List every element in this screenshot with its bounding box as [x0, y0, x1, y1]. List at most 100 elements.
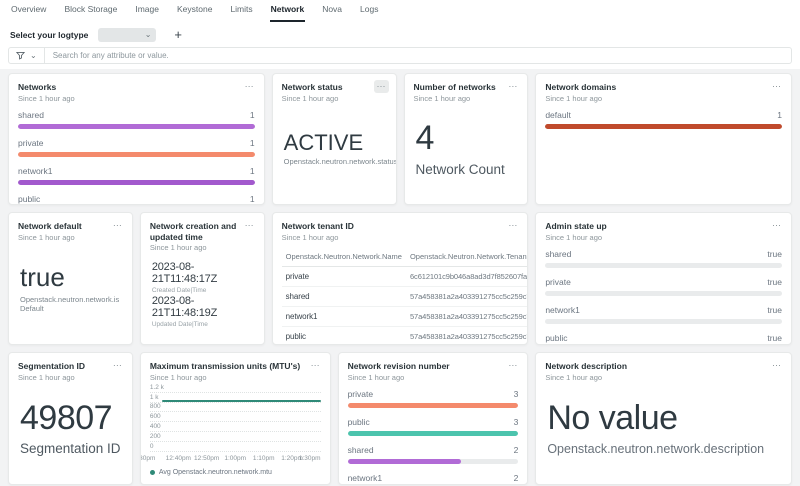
segmentation-caption: Segmentation ID — [20, 441, 121, 456]
segmentation-value: 49807 — [20, 398, 113, 437]
card-timerange: Since 1 hour ago — [545, 93, 603, 103]
gridline: 600 — [149, 413, 321, 423]
facet-label: network1 — [347, 472, 383, 483]
card-menu-button[interactable]: ⋯ — [112, 220, 122, 230]
card-timerange: Since 1 hour ago — [149, 372, 207, 382]
card-menu-button[interactable]: ⋯ — [772, 81, 781, 91]
facet-bar — [347, 430, 519, 436]
card-header: Networks Since 1 hour ago — [18, 82, 255, 103]
facet-bar-row: network1 true — [545, 305, 782, 324]
facet-value: 2 — [513, 444, 519, 455]
facet-value: 3 — [513, 416, 519, 427]
tab-image[interactable]: Image — [135, 4, 159, 14]
y-axis-tick: 200 — [149, 433, 164, 441]
facet-label: public — [18, 193, 41, 204]
facet-value: true — [767, 332, 782, 343]
logtype-row: Select your logtype ⌄ + — [0, 22, 800, 44]
y-axis-tick: 0 — [149, 442, 157, 451]
tab-nova[interactable]: Nova — [322, 4, 343, 14]
card-network-status: Network status Since 1 hour ago ⋯ ACTIVE… — [271, 73, 397, 205]
facet-label: default — [545, 109, 571, 120]
card-title: Segmentation ID — [18, 361, 86, 371]
facet-bar — [347, 402, 519, 408]
card-title: Maximum transmission units (MTU's) — [149, 361, 301, 371]
search-bar: ⌄ — [8, 47, 792, 64]
status-caption: Openstack.neutron.network.status — [283, 157, 397, 167]
tab-overview[interactable]: Overview — [11, 4, 47, 14]
created-timestamp-block: 2023-08-21T11:48:17Z Created Date|Time — [152, 261, 253, 294]
facet-bar-row: default 1 — [545, 110, 782, 129]
tab-block-storage[interactable]: Block Storage — [64, 4, 118, 14]
card-network-description: Network description Since 1 hour ago ⋯ N… — [535, 352, 792, 485]
card-menu-button[interactable]: ⋯ — [112, 360, 122, 370]
card-menu-button[interactable]: ⋯ — [310, 360, 320, 370]
card-network-revision-number: Network revision number Since 1 hour ago… — [337, 352, 529, 485]
card-network-times: Network creation and updated time Since … — [139, 212, 265, 345]
facet-label: network1 — [545, 304, 580, 315]
logtype-label: Select your logtype — [10, 29, 89, 40]
tab-keystone[interactable]: Keystone — [176, 4, 213, 14]
facet-value: 1 — [249, 109, 255, 120]
facet-label: private — [347, 388, 374, 399]
tab-limits[interactable]: Limits — [230, 4, 253, 14]
billboard: ACTIVE Openstack.neutron.network.status — [282, 107, 397, 196]
facet-bar-row: public 3 — [347, 416, 519, 436]
facet-label: shared — [347, 444, 374, 455]
card-mtu-chart: Maximum transmission units (MTU's) Since… — [139, 352, 331, 485]
card-menu-button[interactable]: ⋯ — [373, 80, 389, 93]
facet-bar — [545, 123, 782, 129]
logtype-select[interactable]: ⌄ — [98, 27, 157, 42]
tenant-id-cell: 6c612101c9b046a8ad3d7f852607fa55 — [405, 266, 528, 287]
card-title: Network tenant ID — [281, 221, 354, 231]
facet-value: 1 — [249, 193, 255, 204]
tab-network[interactable]: Network — [269, 0, 306, 22]
card-menu-button[interactable]: ⋯ — [772, 360, 781, 370]
network-count-caption: Network Count — [415, 161, 505, 177]
filter-icon[interactable] — [16, 51, 25, 60]
card-menu-button[interactable]: ⋯ — [244, 81, 254, 91]
billboard: 4 Network Count — [414, 107, 519, 196]
card-timerange: Since 1 hour ago — [149, 243, 207, 253]
line-chart-plot-area: 1.2 k 1 k 800 600 400 200 0 — [149, 383, 321, 452]
legend-dot-icon — [149, 470, 155, 475]
facet-bar-track — [18, 123, 255, 129]
card-menu-button[interactable]: ⋯ — [772, 220, 781, 230]
chevron-down-icon[interactable]: ⌄ — [30, 50, 37, 60]
facet-bar-row: private 1 — [18, 138, 255, 157]
facet-value: 3 — [513, 388, 519, 399]
column-header-tenant-id: Openstack.Neutron.Network.Tenant Id — [405, 247, 528, 267]
card-menu-button[interactable]: ⋯ — [508, 81, 518, 91]
card-menu-button[interactable]: ⋯ — [508, 360, 518, 370]
facet-label: private — [18, 137, 44, 148]
card-segmentation-id: Segmentation ID Since 1 hour ago ⋯ 49807… — [8, 352, 133, 485]
facet-bar-track — [545, 318, 782, 324]
chart-legend[interactable]: Avg Openstack.neutron.network.mtu — [149, 469, 321, 476]
updated-timestamp-label: Updated Date|Time — [151, 320, 208, 328]
card-timerange: Since 1 hour ago — [18, 232, 75, 242]
card-network-domains: Network domains Since 1 hour ago ⋯ defau… — [535, 73, 792, 205]
add-logtype-button[interactable]: + — [174, 27, 183, 42]
card-header: Network status Since 1 hour ago — [282, 82, 387, 103]
search-input[interactable] — [44, 51, 791, 60]
y-axis-tick: 800 — [149, 403, 164, 412]
card-title: Number of networks — [413, 82, 496, 92]
billboard: true Openstack.neutron.network.is Defaul… — [18, 246, 123, 336]
x-axis-tick: 1:30pm — [298, 455, 321, 462]
facet-bar-track — [545, 123, 782, 129]
network-name-cell: public — [281, 326, 406, 344]
widget-grid: Networks Since 1 hour ago ⋯ shared 1 priv… — [0, 69, 800, 486]
facet-bar-track — [545, 290, 782, 296]
facet-value: true — [767, 248, 782, 259]
card-header: Maximum transmission units (MTU's) Since… — [150, 361, 321, 382]
tab-logs[interactable]: Logs — [360, 4, 379, 14]
card-header: Network revision number Since 1 hour ago — [348, 361, 519, 382]
gridline: 0 — [149, 442, 321, 452]
facet-bar-track — [347, 458, 519, 464]
tenant-table: Openstack.Neutron.Network.Name Openstack… — [281, 247, 528, 344]
facet-bar-row: shared 2 — [347, 444, 519, 464]
y-axis-tick: 600 — [149, 413, 164, 422]
facet-bar — [18, 151, 255, 157]
card-menu-button[interactable]: ⋯ — [244, 220, 254, 230]
card-menu-button[interactable]: ⋯ — [508, 220, 518, 230]
